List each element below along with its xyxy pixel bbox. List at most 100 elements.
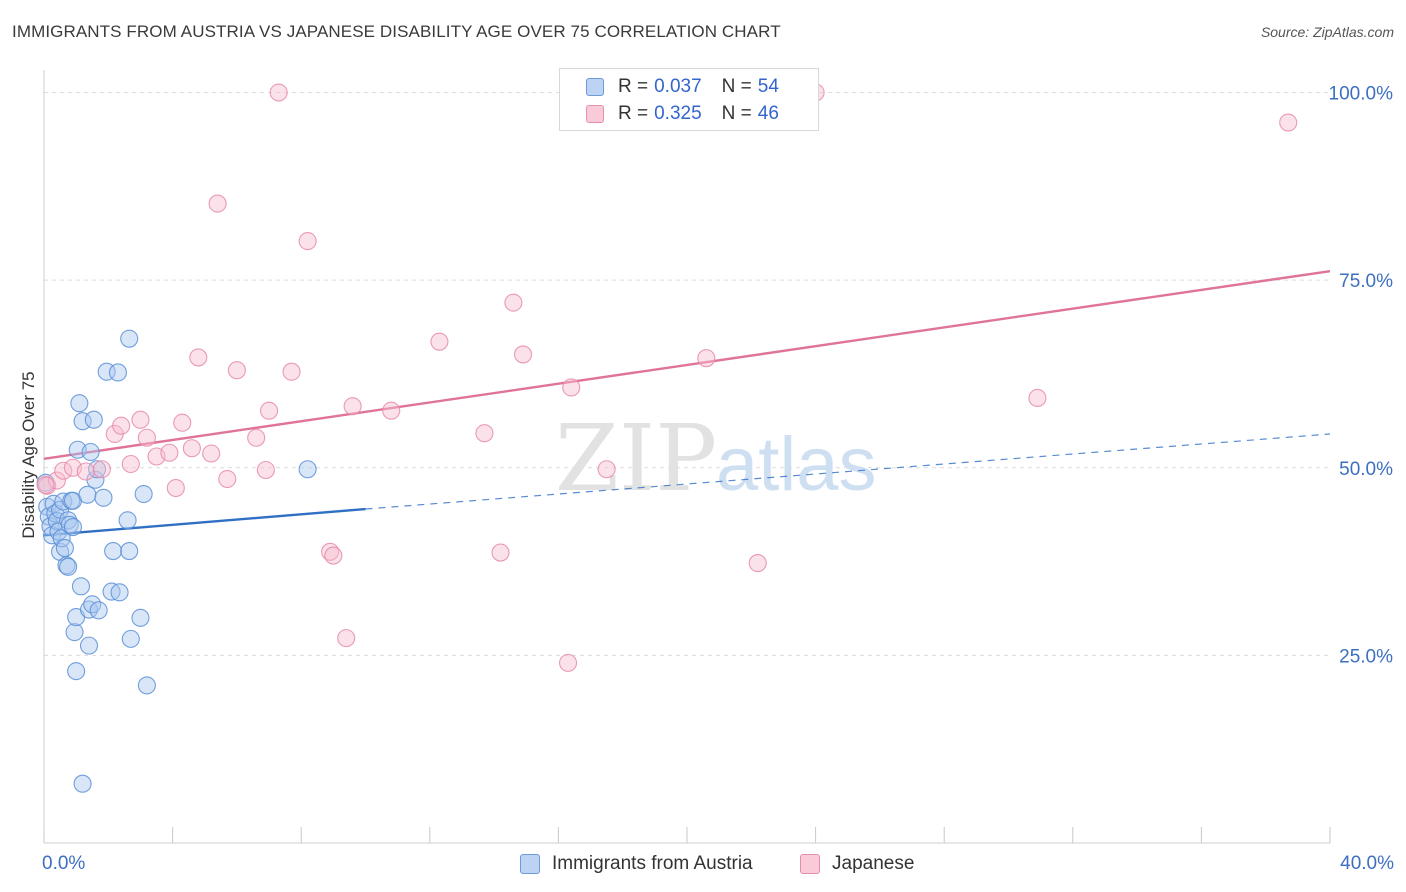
austria-point: [120, 329, 139, 348]
series-swatch-blue: [520, 854, 540, 874]
series-legend-japanese: Japanese: [800, 851, 914, 877]
legend-n-label: N =: [721, 76, 752, 97]
austria-point: [67, 662, 86, 681]
axes: [43, 70, 1331, 844]
austria-point: [59, 557, 78, 576]
legend-r-value: 0.325: [654, 103, 702, 124]
japanese-point: [121, 454, 140, 474]
series-label-japanese: Japanese: [832, 853, 915, 874]
japanese-point: [256, 460, 275, 480]
japanese-point: [247, 428, 266, 447]
japanese-point: [137, 428, 156, 447]
x-tick-label-1: 40.0%: [1340, 853, 1394, 874]
austria-point: [52, 529, 71, 548]
legend-n-label: N =: [721, 103, 752, 124]
japanese-point: [112, 416, 131, 435]
japanese-point: [202, 444, 221, 463]
legend-n-value: 46: [757, 103, 779, 124]
legend-row-japanese: R = 0.325 N = 46: [586, 102, 779, 126]
austria-point: [131, 608, 150, 627]
austria-point: [79, 636, 99, 655]
japanese-point: [227, 361, 246, 380]
austria-point: [298, 460, 317, 479]
legend-row-austria: R = 0.037 N = 54: [586, 75, 779, 99]
legend-r-label: R =: [618, 103, 649, 124]
source-credit: Source: ZipAtlas.com: [1260, 24, 1394, 40]
austria-point: [84, 410, 103, 429]
legend-r-label: R =: [618, 76, 649, 97]
austria-point: [81, 442, 100, 462]
austria-point: [134, 484, 153, 504]
austria-point: [65, 623, 84, 642]
japanese-point: [597, 460, 616, 479]
austria-point: [55, 539, 74, 558]
japanese-point: [38, 476, 57, 495]
legend-r-value: 0.037: [654, 76, 702, 97]
japanese-point: [47, 471, 66, 490]
data-points: [36, 83, 1298, 793]
austria-point: [79, 600, 99, 619]
watermark-zip: ZIP: [555, 405, 717, 512]
austria-point: [137, 676, 156, 695]
austria-trend-line: [43, 507, 366, 537]
watermark: ZIP atlas: [555, 405, 877, 512]
watermark-atlas: atlas: [716, 422, 877, 507]
legend-swatch-pink: [586, 105, 604, 123]
japanese-point: [208, 194, 227, 213]
austria-point: [89, 601, 108, 620]
japanese-point: [1279, 113, 1298, 132]
austria-trend-extension: [365, 433, 1331, 510]
legend-n-value: 54: [757, 76, 779, 97]
austria-point: [120, 542, 139, 561]
chart-title: IMMIGRANTS FROM AUSTRIA VS JAPANESE DISA…: [12, 22, 781, 41]
japanese-point: [562, 378, 581, 397]
japanese-point: [259, 401, 279, 420]
y-axis-label: Disability Age Over 75: [19, 371, 38, 538]
y-tick-label-2: 75.0%: [1339, 271, 1393, 292]
austria-point: [73, 412, 92, 431]
japanese-point: [92, 460, 111, 479]
japanese-point: [166, 478, 185, 498]
japanese-point: [298, 232, 317, 251]
japanese-point: [475, 424, 494, 443]
austria-point: [94, 488, 113, 507]
japanese-point: [558, 653, 578, 672]
tick-labels: 0.0% 40.0% 25.0% 50.0% 75.0% 100.0%: [42, 84, 1394, 874]
austria-point: [87, 460, 107, 479]
japanese-point: [504, 293, 523, 312]
japanese-point: [182, 439, 201, 458]
japanese-point: [430, 332, 449, 351]
japanese-point: [343, 397, 362, 416]
austria-point: [73, 774, 92, 793]
japanese-trend-line: [43, 269, 1331, 460]
austria-point: [78, 485, 97, 504]
austria-point: [70, 394, 89, 413]
japanese-point: [131, 410, 150, 429]
japanese-point: [173, 413, 192, 432]
series-label-austria: Immigrants from Austria: [552, 853, 753, 874]
austria-point: [63, 517, 82, 537]
japanese-point: [189, 348, 208, 367]
x-tick-label-0: 0.0%: [42, 853, 85, 874]
japanese-point: [218, 469, 237, 489]
austria-point: [118, 511, 137, 530]
legend-swatch-blue: [586, 78, 604, 96]
austria-point: [110, 583, 129, 602]
japanese-point: [1028, 388, 1047, 408]
series-swatch-pink: [800, 854, 820, 874]
japanese-point: [36, 475, 55, 495]
y-tick-label-0: 25.0%: [1339, 646, 1393, 667]
japanese-point: [324, 546, 343, 565]
austria-point: [60, 515, 79, 534]
trend-lines: [43, 269, 1331, 537]
japanese-point: [513, 345, 533, 364]
austria-point: [104, 542, 123, 561]
japanese-point: [160, 443, 179, 462]
japanese-point: [282, 362, 301, 381]
japanese-point: [697, 349, 716, 368]
y-tick-label-1: 50.0%: [1339, 459, 1393, 480]
japanese-point: [269, 83, 288, 102]
japanese-point: [76, 462, 95, 481]
japanese-point: [748, 554, 767, 573]
